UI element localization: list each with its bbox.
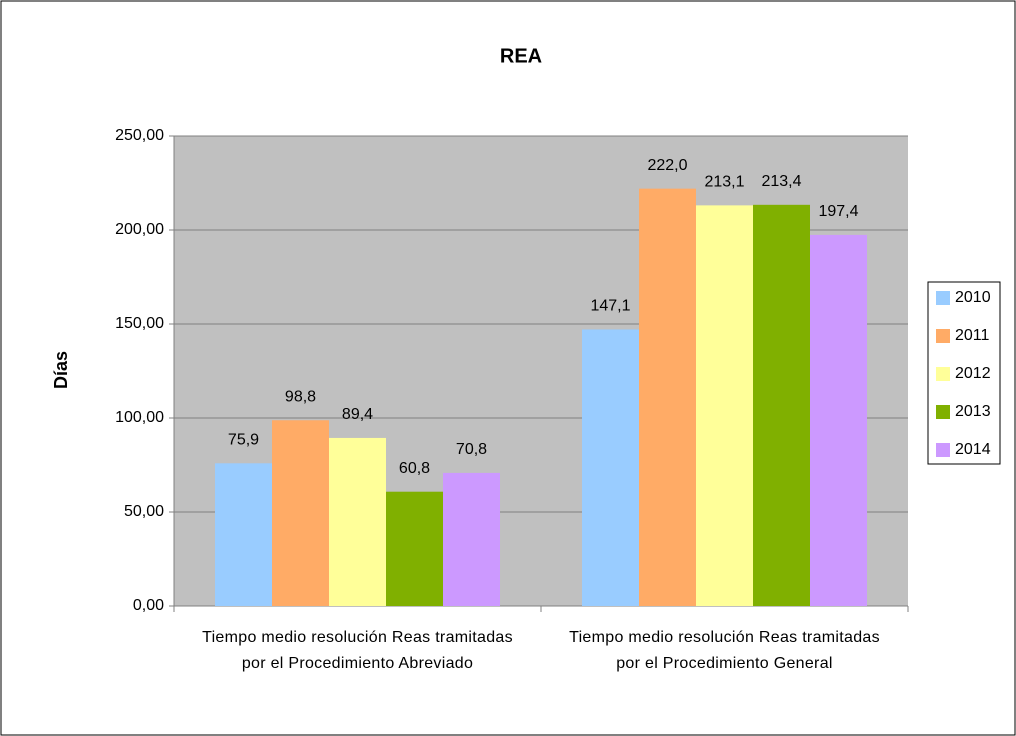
value-label: 60,8	[399, 460, 430, 477]
legend-swatch	[936, 367, 950, 381]
bar	[639, 188, 696, 606]
bar	[753, 204, 810, 607]
value-label: 222,0	[647, 157, 687, 174]
x-tick-label: Tiempo medio resolución Reas tramitadas …	[202, 629, 513, 672]
bar	[696, 205, 753, 606]
bar	[582, 329, 639, 606]
y-tick-label: 250,00	[115, 127, 164, 144]
chart-title: REA	[500, 45, 542, 67]
legend-swatch	[936, 405, 950, 419]
value-label: 197,4	[818, 203, 858, 220]
legend-swatch	[936, 443, 950, 457]
bar	[215, 463, 272, 606]
legend-label: 2010	[955, 289, 991, 306]
y-tick-label: 0,00	[133, 597, 164, 614]
legend-label: 2014	[955, 441, 991, 458]
value-label: 213,4	[761, 173, 801, 190]
y-tick-label: 200,00	[115, 221, 164, 238]
bar	[272, 420, 329, 606]
bar	[443, 472, 500, 606]
legend-swatch	[936, 291, 950, 305]
value-label: 213,1	[704, 174, 744, 191]
legend-label: 2012	[955, 365, 991, 382]
legend-label: 2013	[955, 403, 991, 420]
y-tick-label: 100,00	[115, 409, 164, 426]
x-tick-label: Tiempo medio resolución Reas tramitadas …	[569, 629, 880, 672]
value-label: 98,8	[285, 388, 316, 405]
legend-label: 2011	[955, 327, 990, 344]
bar	[810, 234, 867, 606]
bar	[329, 437, 386, 606]
legend-swatch	[936, 329, 950, 343]
value-label: 89,4	[342, 406, 373, 423]
y-axis-label: Días	[51, 351, 71, 389]
value-label: 70,8	[456, 441, 487, 458]
y-tick-label: 150,00	[115, 315, 164, 332]
y-tick-label: 50,00	[124, 503, 164, 520]
value-label: 75,9	[228, 432, 259, 449]
bar	[386, 491, 443, 606]
value-label: 147,1	[590, 298, 630, 315]
